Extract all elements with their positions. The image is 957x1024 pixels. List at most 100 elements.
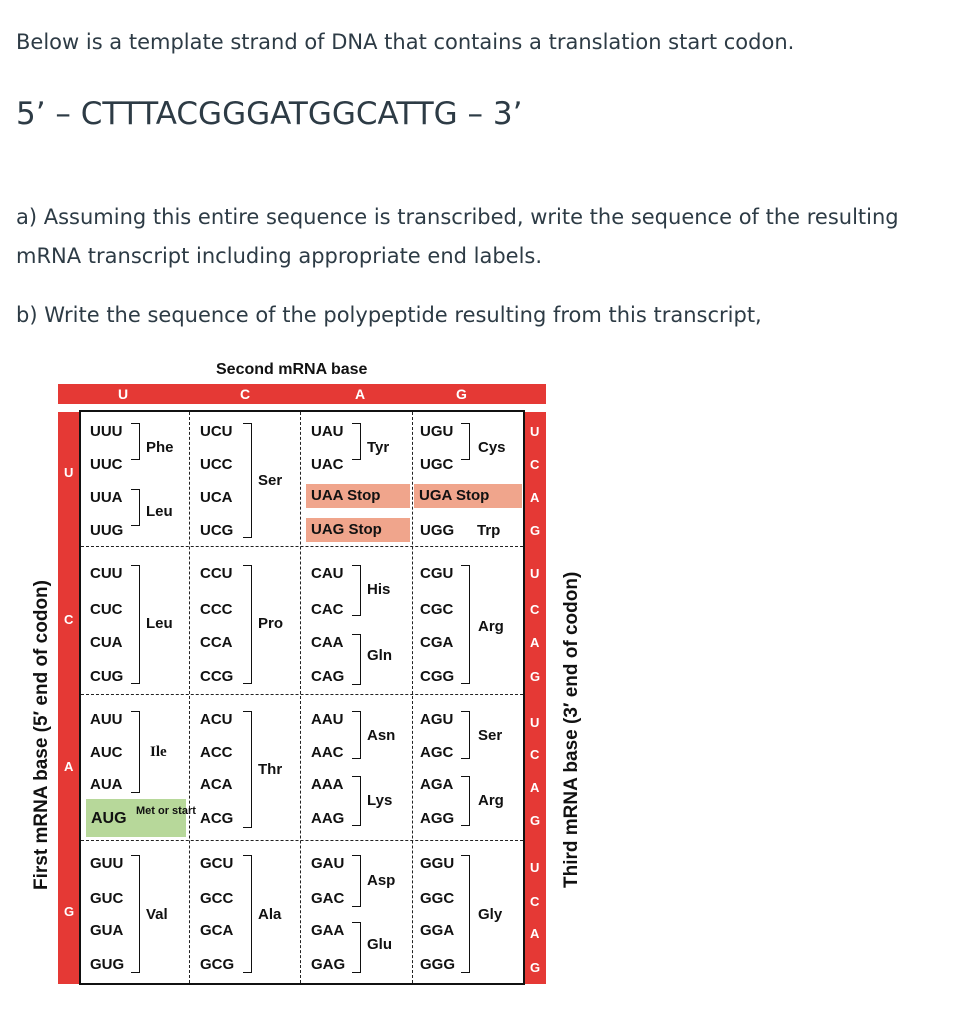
codon-uca: UCA <box>200 489 233 506</box>
codon-aua: AUA <box>90 776 123 793</box>
aa-leu-u: Leu <box>146 503 173 520</box>
first-base-u: U <box>64 465 74 480</box>
aa-glu: Glu <box>367 936 392 953</box>
codon-acg: ACG <box>200 810 234 827</box>
codon-gcg: GCG <box>200 956 235 973</box>
codon-agg: AGG <box>420 810 455 827</box>
codon-auu: AUU <box>90 711 123 728</box>
first-base-label: First mRNA base (5′ end of codon) <box>31 580 52 890</box>
second-base-c: C <box>240 386 251 402</box>
codon-ucc: UCC <box>200 456 233 473</box>
third-base-c2: C <box>530 602 540 617</box>
third-base-g3: G <box>530 813 541 828</box>
codon-gua: GUA <box>90 922 124 939</box>
codon-ccg: CCG <box>200 668 234 685</box>
aa-ile: Ile <box>150 744 167 760</box>
codon-caa: CAA <box>311 634 344 651</box>
codon-ccc: CCC <box>200 601 233 618</box>
first-base-g: G <box>64 904 75 919</box>
codon-cau: CAU <box>311 565 344 582</box>
codon-ugc: UGC <box>420 456 454 473</box>
aa-lys: Lys <box>367 792 393 809</box>
codon-gac: GAC <box>311 890 345 907</box>
aa-trp: Trp <box>477 522 501 539</box>
third-base-u2: U <box>530 566 540 581</box>
codon-cuu: CUU <box>90 565 123 582</box>
codon-cga: CGA <box>420 634 454 651</box>
codon-gau: GAU <box>311 855 345 872</box>
second-base-u: U <box>118 386 129 402</box>
codon-ggu: GGU <box>420 855 455 872</box>
third-base-column <box>525 412 546 984</box>
aa-phe: Phe <box>146 439 174 456</box>
third-base-c3: C <box>530 747 540 762</box>
codon-aac: AAC <box>311 744 344 761</box>
aa-thr: Thr <box>258 761 283 778</box>
third-base-a2: A <box>530 635 540 650</box>
aa-asn: Asn <box>367 727 396 744</box>
aa-ser-u: Ser <box>258 472 283 489</box>
start-highlight-aug <box>86 799 186 837</box>
codon-ugu: UGU <box>420 423 454 440</box>
third-base-g4: G <box>530 960 541 975</box>
codon-cgu: CGU <box>420 565 454 582</box>
codon-cug: CUG <box>90 668 124 685</box>
third-base-c1: C <box>530 457 540 472</box>
codon-uau: UAU <box>311 423 344 440</box>
aa-tyr: Tyr <box>367 439 390 456</box>
aa-asp: Asp <box>367 872 396 889</box>
aa-ala: Ala <box>258 906 282 923</box>
aa-gln: Gln <box>367 647 392 664</box>
codon-gug: GUG <box>90 956 125 973</box>
codon-uua: UUA <box>90 489 123 506</box>
codon-guc: GUC <box>90 890 124 907</box>
stop-highlight-uag: UAG Stop <box>306 518 410 542</box>
codon-agc: AGC <box>420 744 454 761</box>
aa-val: Val <box>146 906 168 923</box>
codon-acc: ACC <box>200 744 233 761</box>
codon-cua: CUA <box>90 634 123 651</box>
codon-cca: CCA <box>200 634 233 651</box>
aa-arg-a: Arg <box>478 792 504 809</box>
codon-acu: ACU <box>200 711 233 728</box>
third-base-u3: U <box>530 715 540 730</box>
codon-gaa: GAA <box>311 922 345 939</box>
dna-sequence: 5’ – CTTTACGGGATGGCATTG – 3’ <box>16 96 523 132</box>
codon-gca: GCA <box>200 922 234 939</box>
third-base-u4: U <box>530 860 540 875</box>
third-base-c4: C <box>530 894 540 909</box>
codon-gcu: GCU <box>200 855 234 872</box>
codon-guu: GUU <box>90 855 124 872</box>
aa-met-start: Met or start <box>136 805 196 817</box>
first-base-column <box>58 412 79 984</box>
question-a-line2: mRNA transcript including appropriate en… <box>16 244 543 268</box>
codon-ccu: CCU <box>200 565 233 582</box>
codon-aga: AGA <box>420 776 454 793</box>
codon-cag: CAG <box>311 668 345 685</box>
codon-cgg: CGG <box>420 668 455 685</box>
codon-aaa: AAA <box>311 776 344 793</box>
codon-ggg: GGG <box>420 956 456 973</box>
first-base-c: C <box>64 612 74 627</box>
aa-arg-c: Arg <box>478 618 504 635</box>
question-b: b) Write the sequence of the polypeptide… <box>16 303 762 327</box>
stop-highlight-uga: UGA Stop <box>414 484 522 508</box>
codon-aau: AAU <box>311 711 344 728</box>
stop-highlight-uaa: UAA Stop <box>306 484 410 508</box>
codon-uuu: UUU <box>90 423 123 440</box>
question-a-line1: a) Assuming this entire sequence is tran… <box>16 205 899 229</box>
third-base-a3: A <box>530 780 540 795</box>
third-base-a1: A <box>530 490 540 505</box>
first-base-a: A <box>64 759 74 774</box>
codon-uug: UUG <box>90 522 124 539</box>
codon-ugg: UGG <box>420 522 455 539</box>
codon-cgc: CGC <box>420 601 454 618</box>
second-base-header: Second mRNA base <box>216 361 368 378</box>
aa-his: His <box>367 581 391 598</box>
third-base-label: Third mRNA base (3′ end of codon) <box>561 571 582 888</box>
codon-cuc: CUC <box>90 601 123 618</box>
codon-auc: AUC <box>90 744 123 761</box>
codon-gga: GGA <box>420 922 455 939</box>
second-base-row <box>58 384 546 404</box>
third-base-u1: U <box>530 424 540 439</box>
